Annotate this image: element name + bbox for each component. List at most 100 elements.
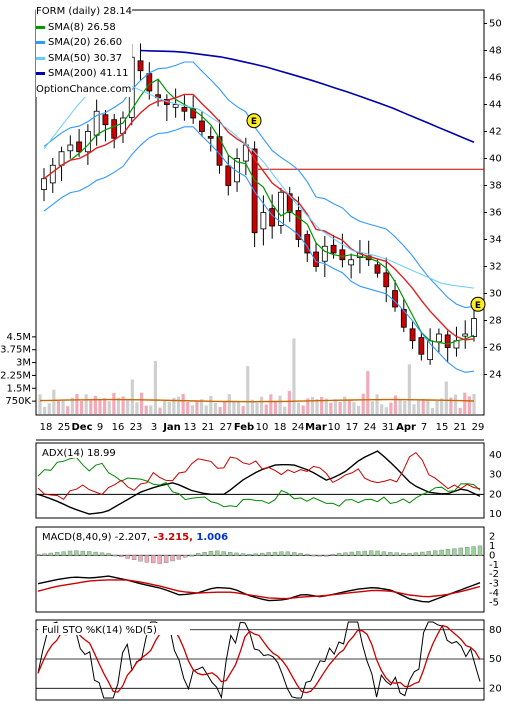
volume-bar [421, 398, 425, 414]
earnings-marker-label: E [475, 301, 481, 311]
macd-histogram-bar [93, 551, 98, 556]
volume-bar [338, 401, 342, 414]
macd-histogram-bar [413, 552, 419, 556]
candle-body [339, 249, 346, 261]
candle-body [435, 333, 442, 343]
candle-body [400, 308, 407, 328]
date-tick-label: 24 [292, 422, 305, 433]
lower-band-line [43, 126, 475, 373]
date-tick-label: 21 [202, 422, 215, 433]
candle-body [190, 108, 197, 119]
date-tick-label: 17 [346, 422, 359, 433]
volume-bar [75, 394, 79, 414]
volume-bar [227, 394, 231, 414]
earnings-marker [246, 113, 262, 129]
volume-bar [287, 391, 291, 414]
volume-bar [370, 401, 375, 414]
volume-bar [361, 393, 365, 414]
volume-bar [264, 404, 268, 414]
candle-body [471, 318, 477, 337]
volume-bar [89, 400, 93, 414]
macd-histogram-bar [163, 555, 169, 563]
price-tick-label: 40 [489, 154, 502, 165]
date-tick-label: 10 [328, 422, 341, 433]
macd-histogram-bar [311, 554, 316, 557]
macd-histogram-bar [157, 555, 162, 564]
stoch-tick-label: 50 [489, 654, 502, 665]
volume-bar [393, 395, 398, 414]
volume-bar [107, 401, 111, 414]
date-tick-label: 18 [40, 422, 53, 433]
price-title: FORM (daily) 28.14 [36, 6, 132, 17]
volume-bar [449, 397, 453, 414]
macd-histogram-bar [144, 555, 150, 563]
candle-body [348, 259, 355, 266]
date-tick-label: 13 [184, 422, 197, 433]
volume-bar [218, 407, 222, 414]
macd-histogram-bar [183, 555, 188, 558]
volume-bar [269, 394, 273, 414]
macd-title-text: MACD(8,40,9) -2.207, [42, 532, 153, 543]
volume-bar [52, 389, 56, 414]
volume-bar [246, 366, 250, 414]
macd-histogram-bar [356, 551, 361, 556]
candle-body [260, 212, 267, 230]
macd-histogram-bar [362, 550, 367, 556]
date-tick-label: 21 [454, 422, 467, 433]
volume-bar [430, 407, 435, 414]
macd-histogram-bar [279, 551, 284, 556]
date-tick-label: 18 [274, 422, 287, 433]
plus-di-line [37, 456, 481, 508]
volume-bar [380, 404, 384, 414]
date-tick-label: Jan [162, 422, 181, 433]
volume-bar [255, 402, 259, 414]
volume-bar [66, 406, 70, 414]
macd-tick-label: -3 [489, 579, 499, 590]
macd-histogram-bar [471, 546, 476, 556]
macd-histogram-bar [234, 552, 239, 556]
macd-tick-label: -2 [489, 569, 499, 580]
earnings-marker [470, 296, 486, 312]
volume-bar [403, 400, 407, 414]
macd-histogram-bar [381, 551, 387, 556]
sma200-swatch [36, 72, 45, 76]
macd-histogram-bar [227, 552, 233, 556]
macd-histogram-bar [317, 555, 323, 557]
stoch-tick-label: 80 [489, 625, 502, 636]
macd-title-bg [38, 530, 244, 542]
macd-histogram-bar [266, 552, 271, 556]
date-tick-label: 7 [421, 422, 427, 433]
macd-signal-line [37, 579, 481, 600]
volume-bar [47, 403, 51, 414]
volume-bar [412, 404, 416, 414]
macd-histogram-bar [42, 553, 47, 556]
volume-bar [186, 401, 190, 414]
volume-bar [112, 392, 116, 414]
candle-body [313, 251, 319, 267]
macd-histogram-bar [452, 548, 457, 556]
volume-bar [209, 395, 213, 414]
macd-tick-label: 1 [489, 541, 495, 552]
macd-histogram-bar [119, 555, 124, 557]
macd-histogram-bar [112, 554, 118, 557]
macd-histogram-bar [458, 547, 463, 556]
macd-histogram-bar [375, 550, 380, 556]
watermark-row: OptionChance.com [36, 82, 132, 98]
volume-bar [144, 405, 148, 414]
macd-histogram-bar [420, 551, 425, 556]
macd-signal-value: 1.006 [196, 532, 228, 543]
sma8-swatch [36, 25, 45, 29]
volume-bar [347, 399, 351, 414]
volume-bar [163, 400, 167, 414]
macd-line [37, 575, 481, 603]
volume-bar [260, 396, 264, 414]
date-tick-label: Dec [71, 422, 92, 433]
macd-histogram-bar [61, 551, 66, 556]
candle-body [383, 272, 390, 288]
adx-panel-frame [35, 442, 485, 519]
sma200-line [139, 49, 475, 144]
volume-bar [444, 381, 448, 414]
adx-title: ADX(14) 18.99 [42, 448, 116, 459]
volume-bar [153, 360, 158, 414]
